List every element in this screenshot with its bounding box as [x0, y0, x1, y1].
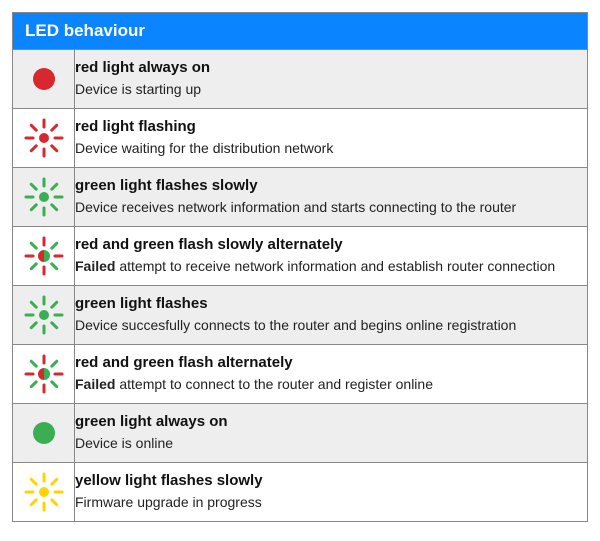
table-row: green light always on Device is online	[13, 404, 588, 463]
row-description: Failed attempt to receive network inform…	[75, 257, 587, 276]
row-description: Device is online	[75, 434, 587, 453]
led-behaviour-table: LED behaviour red light always on Device …	[12, 12, 588, 522]
row-description-bold-lead: Failed	[75, 258, 115, 274]
row-description-rest: attempt to connect to the router and reg…	[115, 376, 433, 392]
table-row: green light flashes slowly Device receive…	[13, 168, 588, 227]
row-title: red light always on	[75, 59, 587, 78]
row-description: Device waiting for the distribution netw…	[75, 139, 587, 158]
row-description: Firmware upgrade in progress	[75, 493, 587, 512]
table-row: yellow light flashes slowly Firmware upgr…	[13, 463, 588, 522]
row-title: red and green flash slowly alternately	[75, 236, 587, 255]
row-description: Device is starting up	[75, 80, 587, 99]
led-icon-cell	[13, 109, 75, 168]
row-title: green light flashes slowly	[75, 177, 587, 196]
row-title: green light flashes	[75, 295, 587, 314]
row-description-rest: attempt to receive network information a…	[115, 258, 555, 274]
green-flashing-led-icon	[13, 295, 74, 335]
green-solid-led-icon	[13, 413, 74, 453]
led-table-container: LED behaviour red light always on Device …	[0, 0, 600, 534]
table-row: red and green flash alternately Failed at…	[13, 345, 588, 404]
table-row: red light always on Device is starting up	[13, 50, 588, 109]
led-icon-cell	[13, 50, 75, 109]
row-title: yellow light flashes slowly	[75, 472, 587, 491]
row-title: red light flashing	[75, 118, 587, 137]
red-green-alternating-led-icon	[13, 354, 74, 394]
led-text-cell: green light flashes slowly Device receive…	[75, 168, 588, 227]
led-icon-cell	[13, 227, 75, 286]
led-icon-cell	[13, 463, 75, 522]
led-icon-cell	[13, 286, 75, 345]
red-flashing-led-icon	[13, 118, 74, 158]
red-green-alternating-led-icon	[13, 236, 74, 276]
led-text-cell: red light flashing Device waiting for the…	[75, 109, 588, 168]
yellow-flashing-led-icon	[13, 472, 74, 512]
table-row: green light flashes Device succesfully co…	[13, 286, 588, 345]
table-row: red light flashing Device waiting for the…	[13, 109, 588, 168]
led-text-cell: green light always on Device is online	[75, 404, 588, 463]
led-text-cell: yellow light flashes slowly Firmware upgr…	[75, 463, 588, 522]
row-description: Failed attempt to connect to the router …	[75, 375, 587, 394]
row-description-bold-lead: Failed	[75, 376, 115, 392]
row-description: Device succesfully connects to the route…	[75, 316, 587, 335]
table-header: LED behaviour	[13, 13, 588, 50]
table-row: red and green flash slowly alternately Fa…	[13, 227, 588, 286]
row-title: green light always on	[75, 413, 587, 432]
led-text-cell: red and green flash slowly alternately Fa…	[75, 227, 588, 286]
led-icon-cell	[13, 345, 75, 404]
led-text-cell: red light always on Device is starting up	[75, 50, 588, 109]
row-description: Device receives network information and …	[75, 198, 587, 217]
row-title: red and green flash alternately	[75, 354, 587, 373]
led-icon-cell	[13, 404, 75, 463]
led-text-cell: red and green flash alternately Failed at…	[75, 345, 588, 404]
red-solid-led-icon	[13, 59, 74, 99]
led-icon-cell	[13, 168, 75, 227]
led-text-cell: green light flashes Device succesfully co…	[75, 286, 588, 345]
green-flashing-led-icon	[13, 177, 74, 217]
